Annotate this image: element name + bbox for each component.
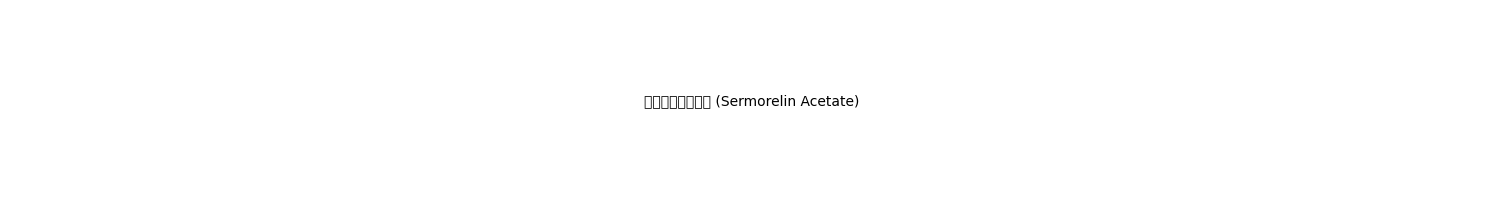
Text: 酢酸セルモレリン (Sermorelin Acetate): 酢酸セルモレリン (Sermorelin Acetate) [643, 94, 860, 108]
